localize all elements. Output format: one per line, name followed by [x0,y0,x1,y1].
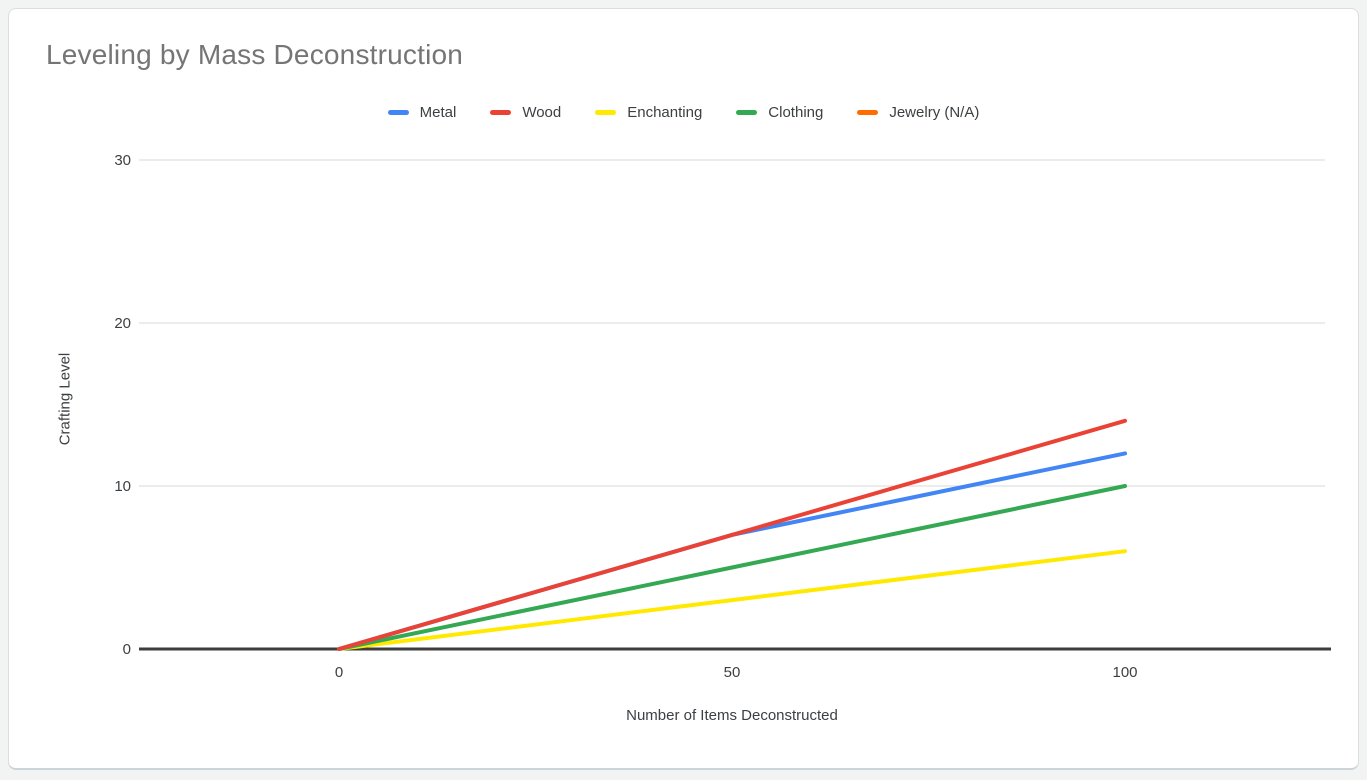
y-tick-10: 10 [114,478,131,495]
x-axis-title: Number of Items Deconstructed [626,707,838,724]
y-tick-0: 0 [123,641,131,658]
legend-swatch-icon [736,109,758,116]
chart-legend: Metal Wood Enchanting Clothing Jewelry (N/A) [9,104,1358,121]
legend-item-clothing[interactable]: Clothing [736,104,823,121]
legend-swatch-icon [857,109,879,116]
series-line-clothing [337,484,1127,651]
legend-label: Wood [522,104,562,121]
legend-item-metal[interactable]: Metal [387,104,457,121]
chart-card: Leveling by Mass Deconstruction Metal Woo… [8,8,1359,770]
y-axis-title: Crafting Level [56,352,74,446]
series-line-enchanting [337,549,1127,651]
legend-label: Enchanting [627,104,703,121]
legend-item-wood[interactable]: Wood [490,104,561,121]
y-tick-30: 30 [114,152,131,169]
legend-swatch-icon [387,109,409,116]
x-tick-50: 50 [724,664,741,681]
x-tick-100: 100 [1112,664,1137,681]
legend-label: Clothing [768,104,824,121]
legend-label: Metal [419,104,457,121]
plot-area: 0 10 20 30 0 50 100 [114,152,1331,681]
legend-label: Jewelry (N/A) [889,104,980,121]
legend-swatch-icon [595,109,617,116]
legend-swatch-icon [490,109,512,116]
series-line-wood [337,418,1127,651]
y-tick-20: 20 [114,315,131,332]
legend-item-jewelry-n-a[interactable]: Jewelry (N/A) [857,104,979,121]
x-tick-0: 0 [335,664,343,681]
legend-item-enchanting[interactable]: Enchanting [595,104,702,121]
chart-title: Leveling by Mass Deconstruction [46,39,464,70]
series-line-metal [337,451,1127,651]
